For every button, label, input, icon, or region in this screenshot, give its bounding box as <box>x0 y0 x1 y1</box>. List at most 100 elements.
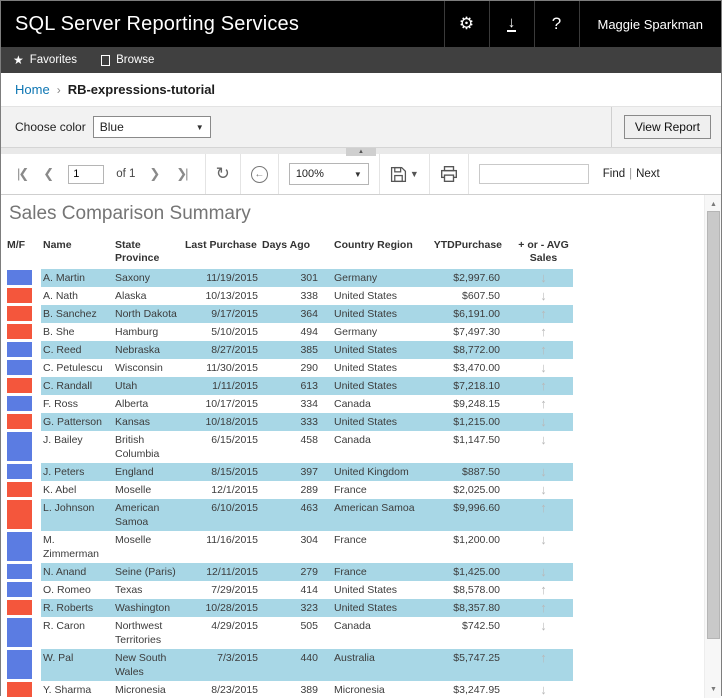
cell-days: 389 <box>300 684 318 696</box>
trend-down-arrow-icon: ↓ <box>514 563 573 581</box>
export-caret-icon: ▼ <box>409 169 419 179</box>
favorites-label: Favorites <box>29 54 78 66</box>
column-header-days: Days Ago <box>262 239 311 251</box>
gender-color-square <box>7 270 32 285</box>
cell-ytd: $6,191.00 <box>420 305 514 323</box>
page-number-input[interactable] <box>68 164 105 184</box>
gender-color-square <box>7 500 32 529</box>
trend-up-arrow-icon: ↑ <box>514 649 573 681</box>
gender-color-square <box>7 600 32 615</box>
gender-color-square <box>7 396 32 411</box>
prev-page-button[interactable]: ❮ <box>35 166 62 182</box>
back-to-parent-button[interactable]: ← <box>250 165 268 183</box>
cell-country: Canada <box>334 398 371 410</box>
cell-days: 301 <box>262 269 320 287</box>
breadcrumb-current: RB-expressions-tutorial <box>67 82 216 97</box>
cell-mf <box>7 463 41 481</box>
breadcrumb-chevron-icon: › <box>56 82 61 97</box>
export-button[interactable]: ▼ <box>390 166 419 183</box>
cell-days: 279 <box>262 563 320 581</box>
column-header-country: Country Region <box>334 239 413 251</box>
cell-ytd: $1,147.50 <box>453 434 500 446</box>
cell-country: United States <box>320 413 420 431</box>
cell-days: 289 <box>300 484 318 496</box>
cell-name: A. Martin <box>41 269 113 287</box>
gender-color-square <box>7 618 32 647</box>
first-page-icon: |❮ <box>17 166 29 181</box>
cell-date: 8/23/2015 <box>211 684 258 696</box>
color-parameter-select[interactable]: Blue ▼ <box>92 116 211 138</box>
toolbar-separator <box>204 154 206 194</box>
find-link[interactable]: Find <box>602 168 626 180</box>
breadcrumb-home-link[interactable]: Home <box>15 82 50 97</box>
scrollbar-thumb[interactable] <box>707 211 720 639</box>
cell-country: France <box>334 534 367 546</box>
gender-color-square <box>7 288 32 303</box>
cell-days: 333 <box>262 413 320 431</box>
cell-ytd: $9,248.15 <box>453 398 500 410</box>
first-page-button[interactable]: |❮ <box>9 166 35 182</box>
gender-color-square <box>7 360 32 375</box>
download-button[interactable]: ↓ <box>488 1 534 47</box>
settings-button[interactable]: ⚙ <box>443 1 489 47</box>
scroll-up-button[interactable]: ▲ <box>705 197 722 211</box>
scroll-down-button[interactable]: ▼ <box>705 682 722 696</box>
next-page-button[interactable]: ❯ <box>141 166 168 182</box>
cell-mf <box>7 287 41 305</box>
cell-country: United Kingdom <box>320 463 420 481</box>
cell-name: G. Patterson <box>41 413 113 431</box>
nav-browse[interactable]: Browse <box>89 47 166 73</box>
view-report-button[interactable]: View Report <box>623 115 711 139</box>
cell-ytd: $8,357.80 <box>420 599 514 617</box>
cell-date: 11/16/2015 <box>206 534 258 546</box>
cell-name: O. Romeo <box>43 584 91 596</box>
zoom-select[interactable]: 100% ▼ <box>288 163 369 185</box>
print-button[interactable] <box>440 165 458 183</box>
cell-name: C. Reed <box>41 341 113 359</box>
vertical-scrollbar[interactable]: ▲ ▼ <box>704 195 721 698</box>
refresh-button[interactable]: ↻ <box>216 164 230 184</box>
trend-down-arrow-icon: ↓ <box>540 532 547 547</box>
cell-country: Germany <box>320 269 420 287</box>
cell-state: Moselle <box>115 534 152 546</box>
find-text-input[interactable] <box>478 164 589 184</box>
trend-down-arrow-icon: ↓ <box>540 432 547 447</box>
cell-date: 4/29/2015 <box>211 620 258 632</box>
cell-name: N. Anand <box>41 563 113 581</box>
favorites-star-icon: ★ <box>13 53 24 67</box>
collapse-toolbar-handle[interactable]: ▲ <box>346 148 376 156</box>
zoom-caret-icon: ▼ <box>353 169 362 179</box>
parameter-bar: Choose color Blue ▼ View Report <box>1 106 721 148</box>
table-row: O. Romeo Texas 7/29/2015 414 United States $8… <box>7 581 573 599</box>
app-title: SQL Server Reporting Services <box>15 12 300 35</box>
nav-favorites[interactable]: ★ Favorites <box>1 47 89 73</box>
cell-ytd: $1,200.00 <box>453 534 500 546</box>
report-canvas: Sales Comparison Summary M/F Name State Pr… <box>1 195 721 699</box>
cell-days: 397 <box>262 463 320 481</box>
cell-days: 385 <box>262 341 320 359</box>
table-row: N. Anand Seine (Paris) 12/11/2015 279 France… <box>7 563 573 581</box>
last-page-button[interactable]: ❯| <box>168 166 194 182</box>
table-row: L. Johnson American Samoa 6/10/2015 463 Amer… <box>7 499 573 531</box>
cell-name: B. Sanchez <box>41 305 113 323</box>
cell-country: United States <box>334 362 398 374</box>
gender-color-square <box>7 482 32 497</box>
user-menu[interactable]: Maggie Sparkman <box>578 1 722 47</box>
cell-date: 11/30/2015 <box>206 362 258 374</box>
cell-ytd: $742.50 <box>462 620 500 632</box>
gender-color-square <box>7 342 32 357</box>
help-button[interactable]: ? <box>533 1 579 47</box>
trend-down-arrow-icon: ↓ <box>540 682 547 697</box>
cell-date: 10/17/2015 <box>205 398 258 410</box>
trend-down-arrow-icon: ↓ <box>514 463 573 481</box>
next-link[interactable]: Next <box>636 168 660 180</box>
cell-state: American Samoa <box>113 499 185 531</box>
cell-ytd: $2,997.60 <box>420 269 514 287</box>
toolbar-separator <box>467 154 469 194</box>
cell-ytd: $3,470.00 <box>453 362 500 374</box>
table-row: R. Caron Northwest Territories 4/29/2015 50… <box>7 617 573 649</box>
toolbar-separator <box>378 154 380 194</box>
cell-date: 8/27/2015 <box>185 341 262 359</box>
cell-date: 9/17/2015 <box>185 305 262 323</box>
cell-country: United States <box>320 377 420 395</box>
